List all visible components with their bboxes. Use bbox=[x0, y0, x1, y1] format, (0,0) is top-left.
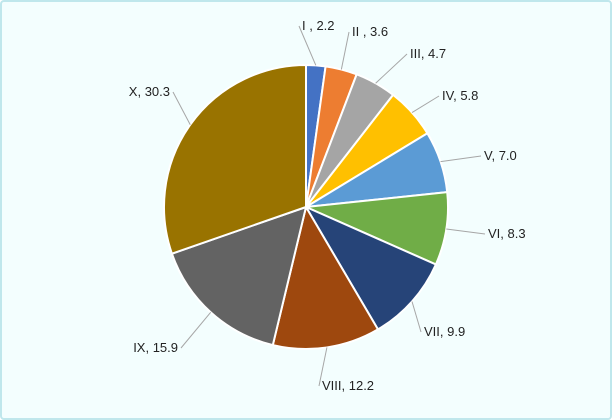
data-label-ix: IX, 15.9 bbox=[133, 340, 178, 355]
leader-line-ix bbox=[180, 311, 212, 349]
leader-line-vii bbox=[411, 301, 422, 333]
pie-slice-viii bbox=[271, 204, 380, 350]
data-label-iv: IV, 5.8 bbox=[442, 88, 478, 103]
pie-slices bbox=[163, 63, 449, 350]
data-label-ii: II , 3.6 bbox=[352, 24, 388, 39]
data-label-vi: VI, 8.3 bbox=[488, 226, 526, 241]
data-label-x: X, 30.3 bbox=[129, 84, 170, 99]
leader-line-iii bbox=[375, 53, 408, 84]
leader-line-i bbox=[298, 25, 317, 66]
data-label-i: I , 2.2 bbox=[302, 18, 335, 33]
leader-line-viii bbox=[318, 347, 328, 387]
leader-line-ii bbox=[340, 31, 350, 70]
leader-line-vi bbox=[446, 228, 486, 235]
leader-lines bbox=[172, 25, 486, 387]
leader-line-v bbox=[440, 155, 482, 163]
pie-slice-vii bbox=[303, 204, 438, 331]
pie-slice-ix bbox=[170, 205, 308, 347]
data-label-iii: III, 4.7 bbox=[410, 46, 446, 61]
data-label-v: V, 7.0 bbox=[484, 148, 517, 163]
leader-line-iv bbox=[411, 95, 440, 113]
pie-slice-x bbox=[163, 63, 307, 255]
data-labels: I , 2.2 II , 3.6 III, 4.7 IV, 5.8 V, 7.0 VI, … bbox=[129, 18, 526, 393]
data-label-vii: VII, 9.9 bbox=[424, 324, 465, 339]
data-label-viii: VIII, 12.2 bbox=[322, 378, 374, 393]
leader-line-x bbox=[172, 91, 191, 125]
